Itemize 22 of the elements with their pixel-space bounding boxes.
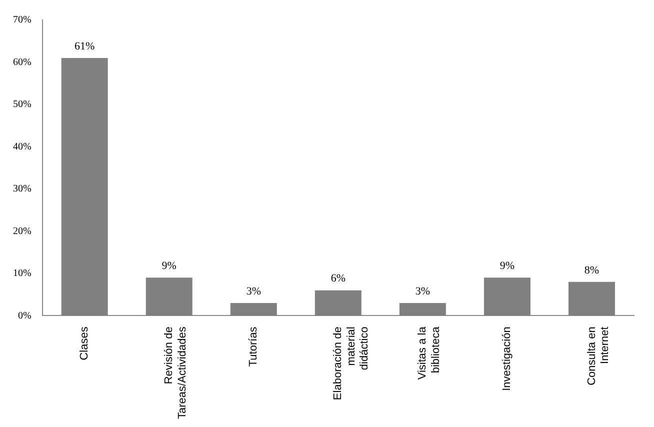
y-tick-label: 10% [12,268,32,280]
y-tick-label: 0% [18,310,32,322]
data-label: 3% [415,285,430,298]
y-tick-label: 50% [12,99,32,110]
data-label: 9% [162,260,176,272]
y-tick-label: 30% [12,184,32,195]
x-tick-label: Revisión de Tareas/Actividades [163,326,188,420]
x-tick-label: Consulta en Internet [586,326,611,386]
data-label: 3% [246,285,261,298]
x-tick-label: Investigación [501,326,514,391]
data-label: 6% [330,272,346,285]
x-tick-label: Visitas a la biblioteca [416,326,442,380]
y-tick-label: 70% [12,14,32,26]
y-tick-label: 40% [12,141,32,152]
x-tick-label: Tutorías [248,326,260,367]
data-label: 9% [500,260,515,272]
data-label: 61% [74,40,95,52]
x-tick-label: Elaboración de material didáctico [332,326,371,400]
y-tick-label: 20% [12,226,32,237]
x-tick-label: Clases [78,326,91,360]
y-tick-label: 60% [12,56,32,68]
data-label: 8% [584,264,600,276]
